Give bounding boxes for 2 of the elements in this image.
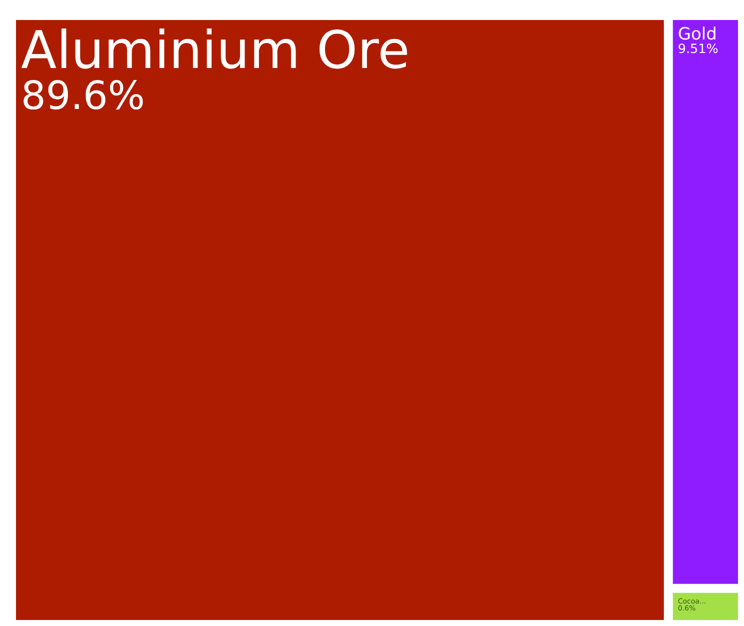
data-label: 9.51% bbox=[678, 41, 718, 56]
category-label: Gold bbox=[678, 24, 717, 44]
